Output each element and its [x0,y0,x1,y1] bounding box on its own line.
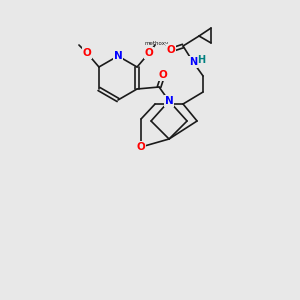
Text: O: O [145,48,153,58]
Text: O: O [82,48,91,58]
Text: O: O [167,45,176,55]
Text: N: N [165,96,173,106]
Text: O: O [137,142,146,152]
Text: methoxy: methoxy [145,40,169,46]
Text: O: O [159,70,167,80]
Text: N: N [189,57,197,67]
Text: H: H [197,55,205,65]
Text: N: N [114,51,122,61]
